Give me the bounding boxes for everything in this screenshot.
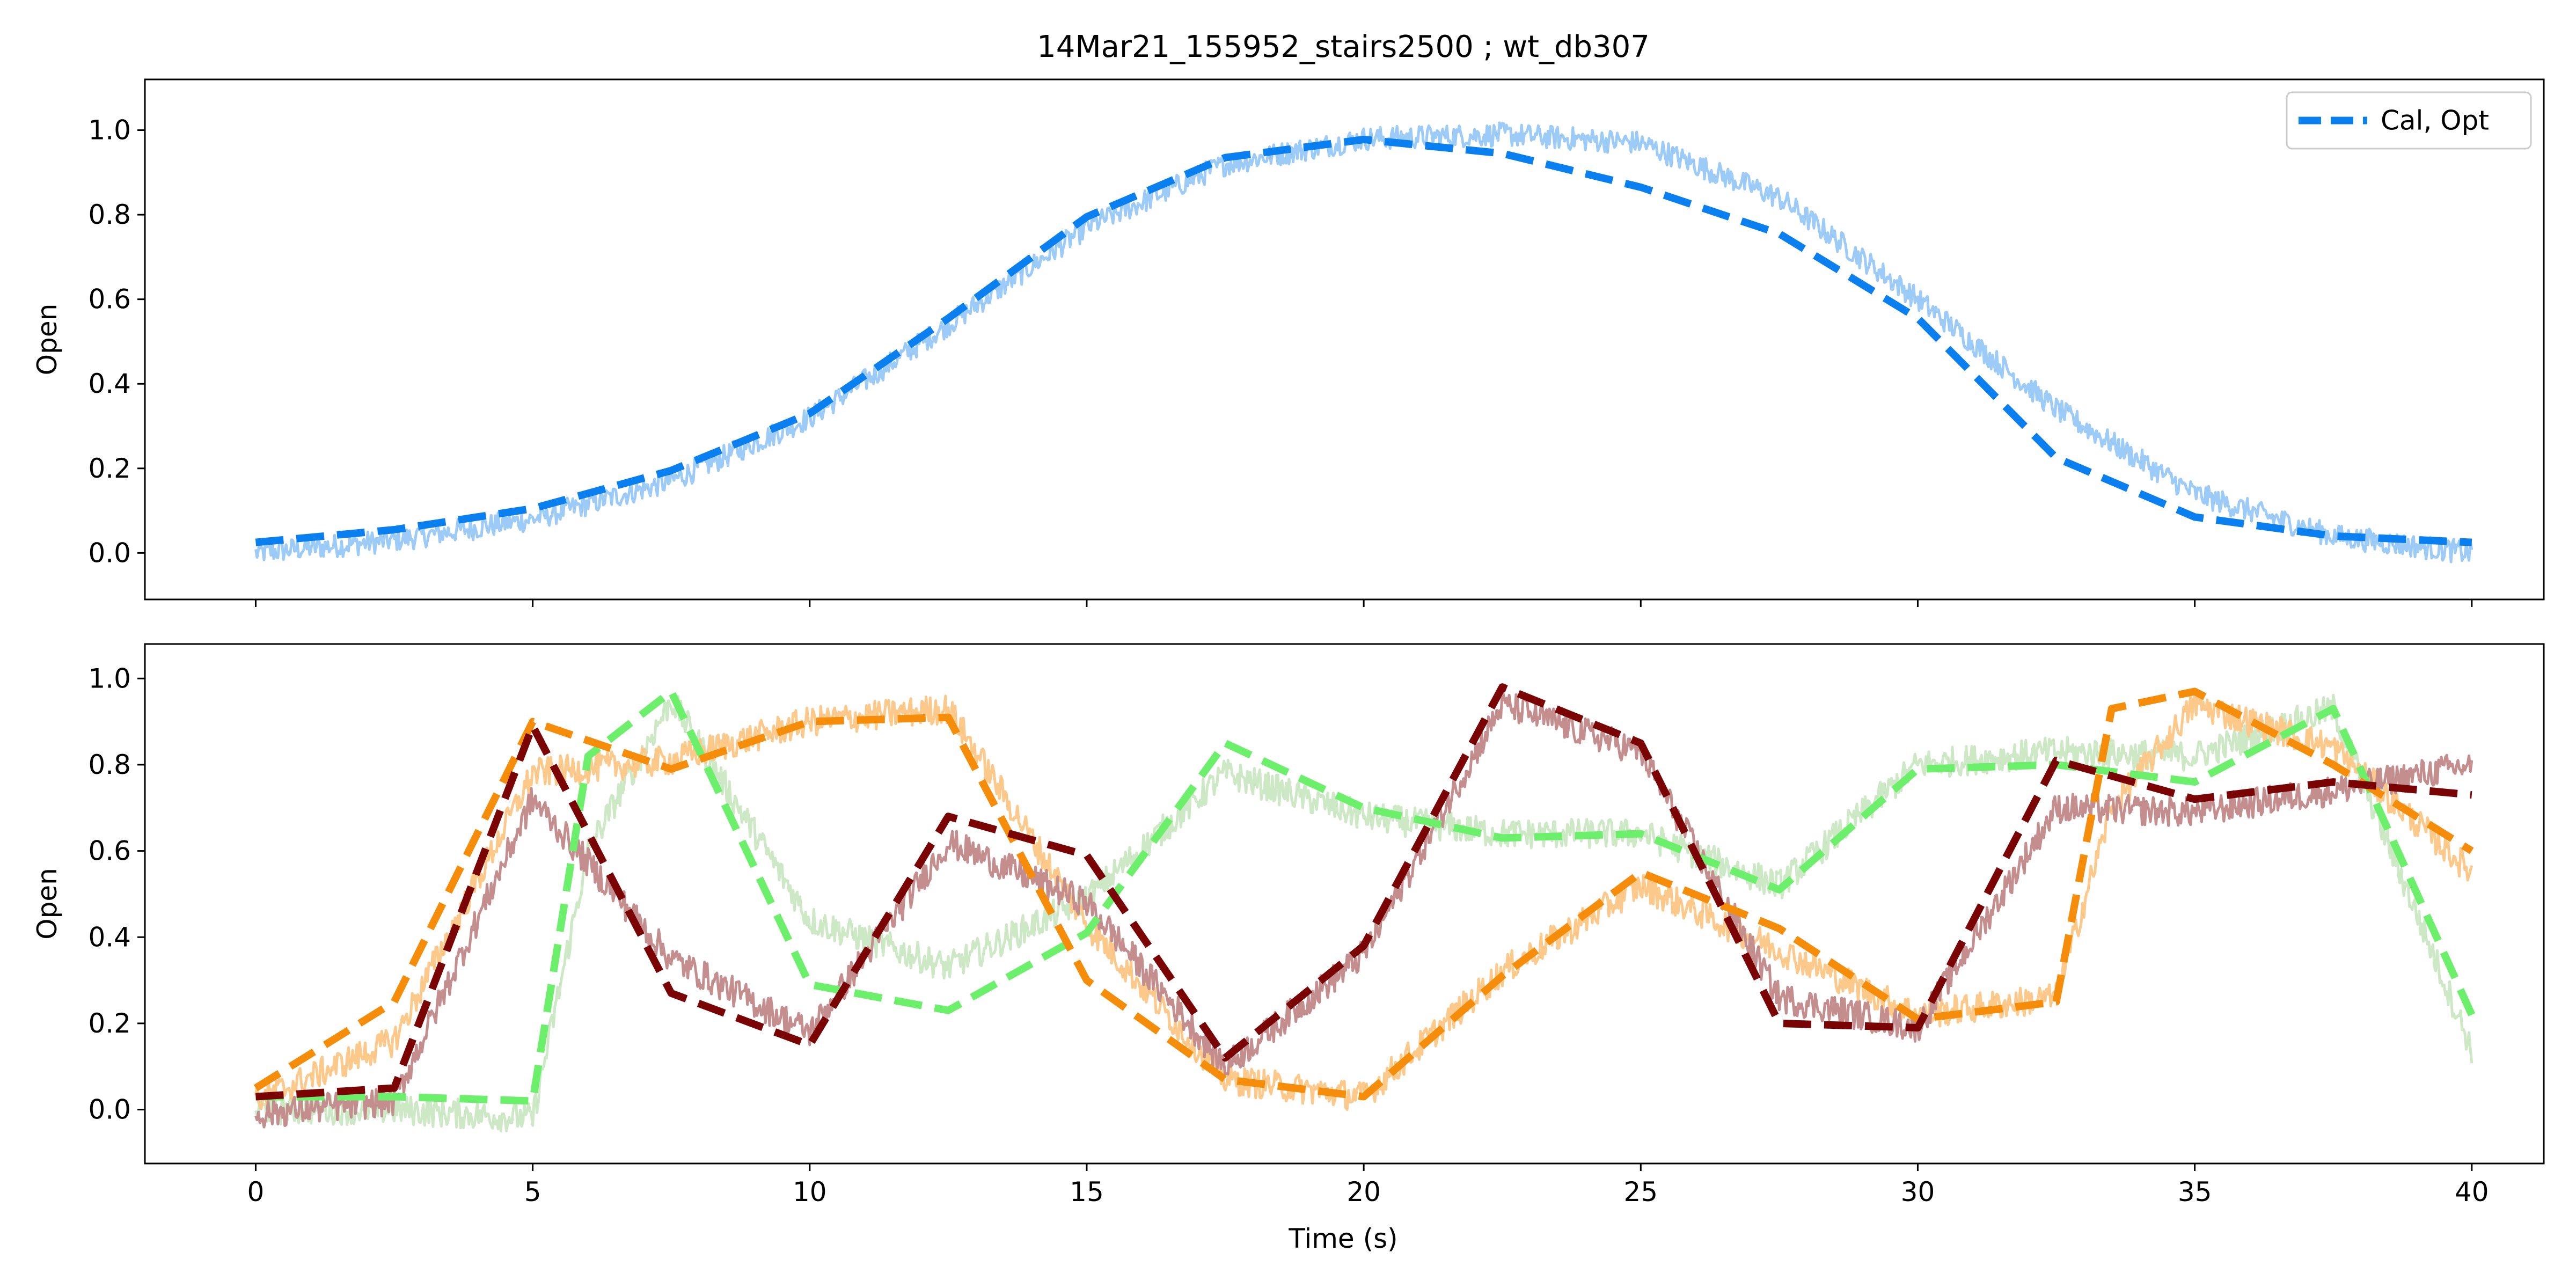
x-tick-label: 30 bbox=[1901, 1176, 1935, 1208]
y-tick-label: 0.0 bbox=[88, 1094, 131, 1125]
plot-area bbox=[254, 121, 2473, 564]
figure-title: 14Mar21_155952_stairs2500 ; wt_db307 bbox=[1037, 30, 1650, 64]
dashed-line-5 bbox=[255, 683, 2472, 1101]
x-tick-label: 25 bbox=[1623, 1176, 1658, 1208]
x-tick-label: 15 bbox=[1070, 1176, 1104, 1208]
y-tick-label: 0.2 bbox=[88, 453, 131, 484]
y-tick-label: 0.4 bbox=[88, 368, 131, 399]
dashed-line-4 bbox=[253, 687, 2474, 1101]
y-axis-label: Open bbox=[32, 868, 63, 940]
y-tick-label: 0.2 bbox=[88, 1008, 131, 1039]
y-tick-label: 1.0 bbox=[88, 115, 131, 146]
y-tick-label: 0.8 bbox=[88, 199, 131, 230]
x-tick-label: 5 bbox=[524, 1176, 541, 1208]
legend-label: Cal, Opt bbox=[2381, 105, 2489, 136]
y-tick-label: 0.4 bbox=[88, 921, 131, 953]
top-panel: 0.0 0.2 0.4 0.6 0.8 1.0 Open Cal, Opt bbox=[32, 78, 2545, 607]
x-tick-label: 10 bbox=[793, 1176, 827, 1208]
plot-area bbox=[253, 683, 2476, 1133]
y-tick-label: 1.0 bbox=[88, 663, 131, 694]
y-tick-label: 0.8 bbox=[88, 749, 131, 780]
noisy-trace-1 bbox=[254, 692, 2473, 1111]
axes-frame bbox=[144, 643, 2545, 1165]
bottom-panel: 0.0 0.2 0.4 0.6 0.8 1.0 Open 0 5 10 15 20 25 30 35 40 bbox=[32, 643, 2545, 1208]
y-axis-label: Open bbox=[32, 304, 63, 376]
y-tick-label: 0.6 bbox=[88, 284, 131, 315]
y-tick-label: 0.6 bbox=[88, 836, 131, 867]
noisy-trace-1 bbox=[254, 121, 2473, 564]
legend-box bbox=[2286, 91, 2532, 150]
x-tick-label: 35 bbox=[2178, 1176, 2212, 1208]
y-tick-label: 0.0 bbox=[88, 537, 131, 568]
x-tick-label: 20 bbox=[1346, 1176, 1381, 1208]
x-axis-label: Time (s) bbox=[1288, 1223, 1397, 1254]
axes-frame bbox=[144, 78, 2545, 601]
dashed-line-0 bbox=[255, 135, 2472, 546]
x-tick-label: 40 bbox=[2455, 1176, 2489, 1208]
x-tick-label: 0 bbox=[247, 1176, 265, 1208]
legend: Cal, Opt bbox=[2286, 91, 2532, 150]
